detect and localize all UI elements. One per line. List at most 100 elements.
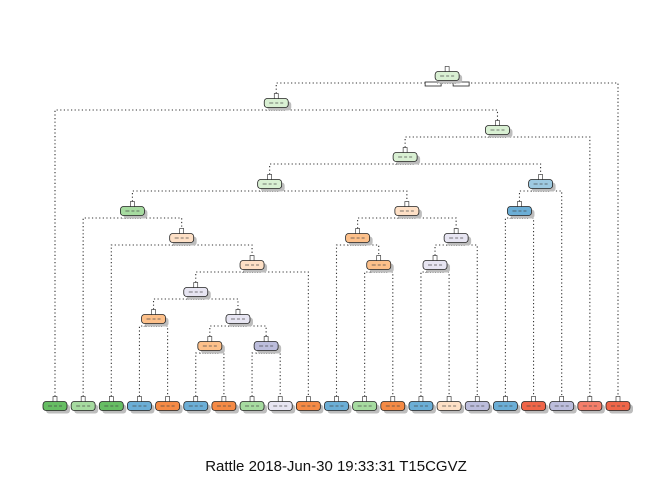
- split-node-2: [263, 93, 292, 111]
- node-number-tag: [376, 255, 382, 261]
- tree-edge-11: [357, 217, 457, 232]
- leaf-node-37: [436, 396, 465, 414]
- node-number-tag: [587, 396, 593, 402]
- node-number-tag: [235, 309, 241, 315]
- tree-edge-18: [138, 325, 169, 400]
- node-number-tag: [402, 147, 408, 153]
- leaf-node-14: [98, 396, 127, 414]
- split-node-9: [528, 174, 556, 192]
- split-node-19: [225, 309, 253, 327]
- split-node-5: [485, 120, 513, 138]
- node-number-tag: [273, 93, 279, 99]
- node-number-tag: [80, 396, 86, 402]
- tree-edge-31: [364, 271, 394, 400]
- node-number-tag: [277, 396, 283, 402]
- tree-edge-38: [504, 217, 535, 400]
- node-number-tag: [52, 396, 58, 402]
- leaf-node-3: [605, 396, 633, 414]
- split-node-1: [434, 66, 463, 84]
- node-number-tag: [306, 396, 311, 402]
- tree-edge-22: [195, 352, 225, 400]
- leaf-node-41: [521, 396, 549, 414]
- node-number-tag: [446, 396, 452, 402]
- leaf-node-26: [239, 396, 268, 414]
- leaf-node-25: [211, 396, 239, 414]
- node-number-tag: [444, 66, 450, 72]
- node-number-tag: [207, 336, 213, 342]
- node-number-tag: [495, 120, 500, 126]
- node-number-tag: [559, 396, 565, 402]
- split-node-13: [169, 228, 197, 246]
- leaf-node-20: [127, 396, 155, 414]
- node-number-tag: [538, 174, 543, 180]
- node-number-tag: [334, 396, 339, 402]
- tree-edge-19: [209, 325, 267, 340]
- node-number-tag: [404, 201, 410, 207]
- node-number-tag: [137, 396, 142, 402]
- split-node-11: [394, 201, 422, 219]
- leaf-node-35: [464, 396, 493, 414]
- tree-edge-23: [251, 352, 281, 400]
- split-node-23: [253, 336, 282, 354]
- leaf-node-21: [155, 396, 183, 414]
- root-split-left-label: [424, 81, 442, 87]
- tree-edge-34: [420, 271, 450, 400]
- node-number-tag: [249, 255, 255, 261]
- node-number-tag: [503, 396, 508, 402]
- split-node-29: [443, 228, 472, 246]
- node-number-tag: [221, 396, 227, 402]
- node-number-tag: [193, 396, 199, 402]
- leaf-node-32: [352, 396, 380, 414]
- leaf-node-24: [183, 396, 211, 414]
- tree-edge-29: [434, 244, 478, 400]
- leaf-node-17: [295, 396, 324, 414]
- node-number-tag: [109, 396, 114, 402]
- node-number-tag: [362, 396, 367, 402]
- leaf-node-7: [577, 396, 605, 414]
- leaf-node-30: [324, 396, 352, 414]
- leaf-node-40: [492, 396, 521, 414]
- leaf-node-4: [42, 396, 70, 414]
- node-number-tag: [615, 396, 621, 402]
- node-number-tag: [165, 396, 170, 402]
- node-number-tag: [453, 228, 459, 234]
- node-number-tag: [474, 396, 480, 402]
- tree-edge-8: [131, 190, 408, 205]
- split-node-18: [141, 309, 169, 327]
- split-node-38: [507, 201, 535, 219]
- node-number-tag: [179, 228, 184, 234]
- node-number-tag: [267, 174, 272, 180]
- split-node-28: [345, 228, 373, 246]
- split-node-31: [366, 255, 394, 273]
- leaf-node-12: [70, 396, 99, 414]
- tree-edge-9: [518, 190, 563, 400]
- tree-nodes: [42, 66, 633, 414]
- split-node-22: [197, 336, 225, 354]
- split-node-8: [257, 174, 285, 192]
- tree-edge-2: [54, 109, 499, 400]
- tree-edge-13: [110, 244, 253, 400]
- node-number-tag: [193, 282, 199, 288]
- tree-edge-10: [82, 217, 183, 400]
- node-number-tag: [151, 309, 156, 315]
- node-number-tag: [432, 255, 438, 261]
- leaf-node-39: [549, 396, 577, 414]
- split-node-34: [422, 255, 451, 273]
- tree-edge-6: [269, 163, 542, 178]
- split-node-6: [392, 147, 421, 165]
- leaf-node-33: [380, 396, 408, 414]
- split-node-10: [120, 201, 148, 219]
- tree-edges: [54, 82, 619, 400]
- node-number-tag: [418, 396, 424, 402]
- leaf-node-36: [408, 396, 436, 414]
- split-node-16: [183, 282, 211, 300]
- tree-edge-16: [152, 298, 239, 313]
- node-number-tag: [517, 201, 522, 207]
- node-number-tag: [355, 228, 360, 234]
- node-number-tag: [130, 201, 135, 207]
- split-node-15: [239, 255, 268, 273]
- rattle-caption: Rattle 2018-Jun-30 19:33:31 T15CGVZ: [205, 458, 467, 475]
- node-number-tag: [263, 336, 269, 342]
- node-number-tag: [249, 396, 255, 402]
